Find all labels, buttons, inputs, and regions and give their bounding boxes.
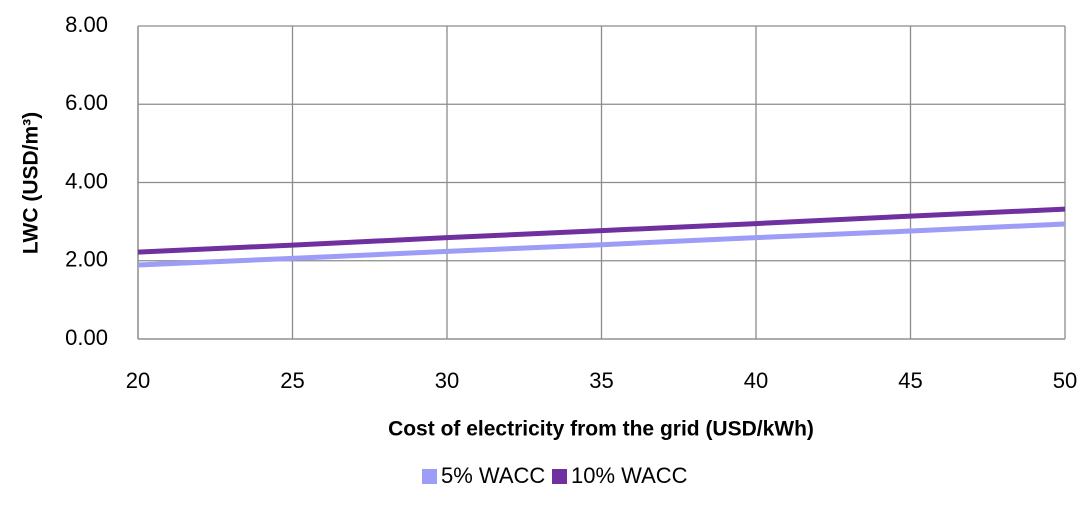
y-tick-label: 4.00 xyxy=(65,168,108,193)
x-axis-title: Cost of electricity from the grid (USD/k… xyxy=(388,418,814,441)
series-line xyxy=(137,206,1066,255)
x-tick-label: 35 xyxy=(589,368,613,393)
x-tick-label: 25 xyxy=(280,368,304,393)
x-tick-label: 40 xyxy=(744,368,768,393)
legend-swatch xyxy=(422,469,437,484)
series-line xyxy=(137,221,1066,268)
y-tick-label: 6.00 xyxy=(65,90,108,115)
x-tick-label: 30 xyxy=(435,368,459,393)
y-tick-label: 8.00 xyxy=(65,12,108,37)
x-tick-label: 20 xyxy=(126,368,150,393)
legend-swatch xyxy=(552,469,567,484)
y-axis-title: LWC (USD/m³) xyxy=(20,112,43,254)
legend-label: 5% WACC xyxy=(441,463,545,488)
y-tick-label: 2.00 xyxy=(65,247,108,272)
x-tick-label: 50 xyxy=(1053,368,1077,393)
legend-label: 10% WACC xyxy=(571,463,688,488)
y-tick-label: 0.00 xyxy=(65,325,108,350)
x-tick-label: 45 xyxy=(898,368,922,393)
